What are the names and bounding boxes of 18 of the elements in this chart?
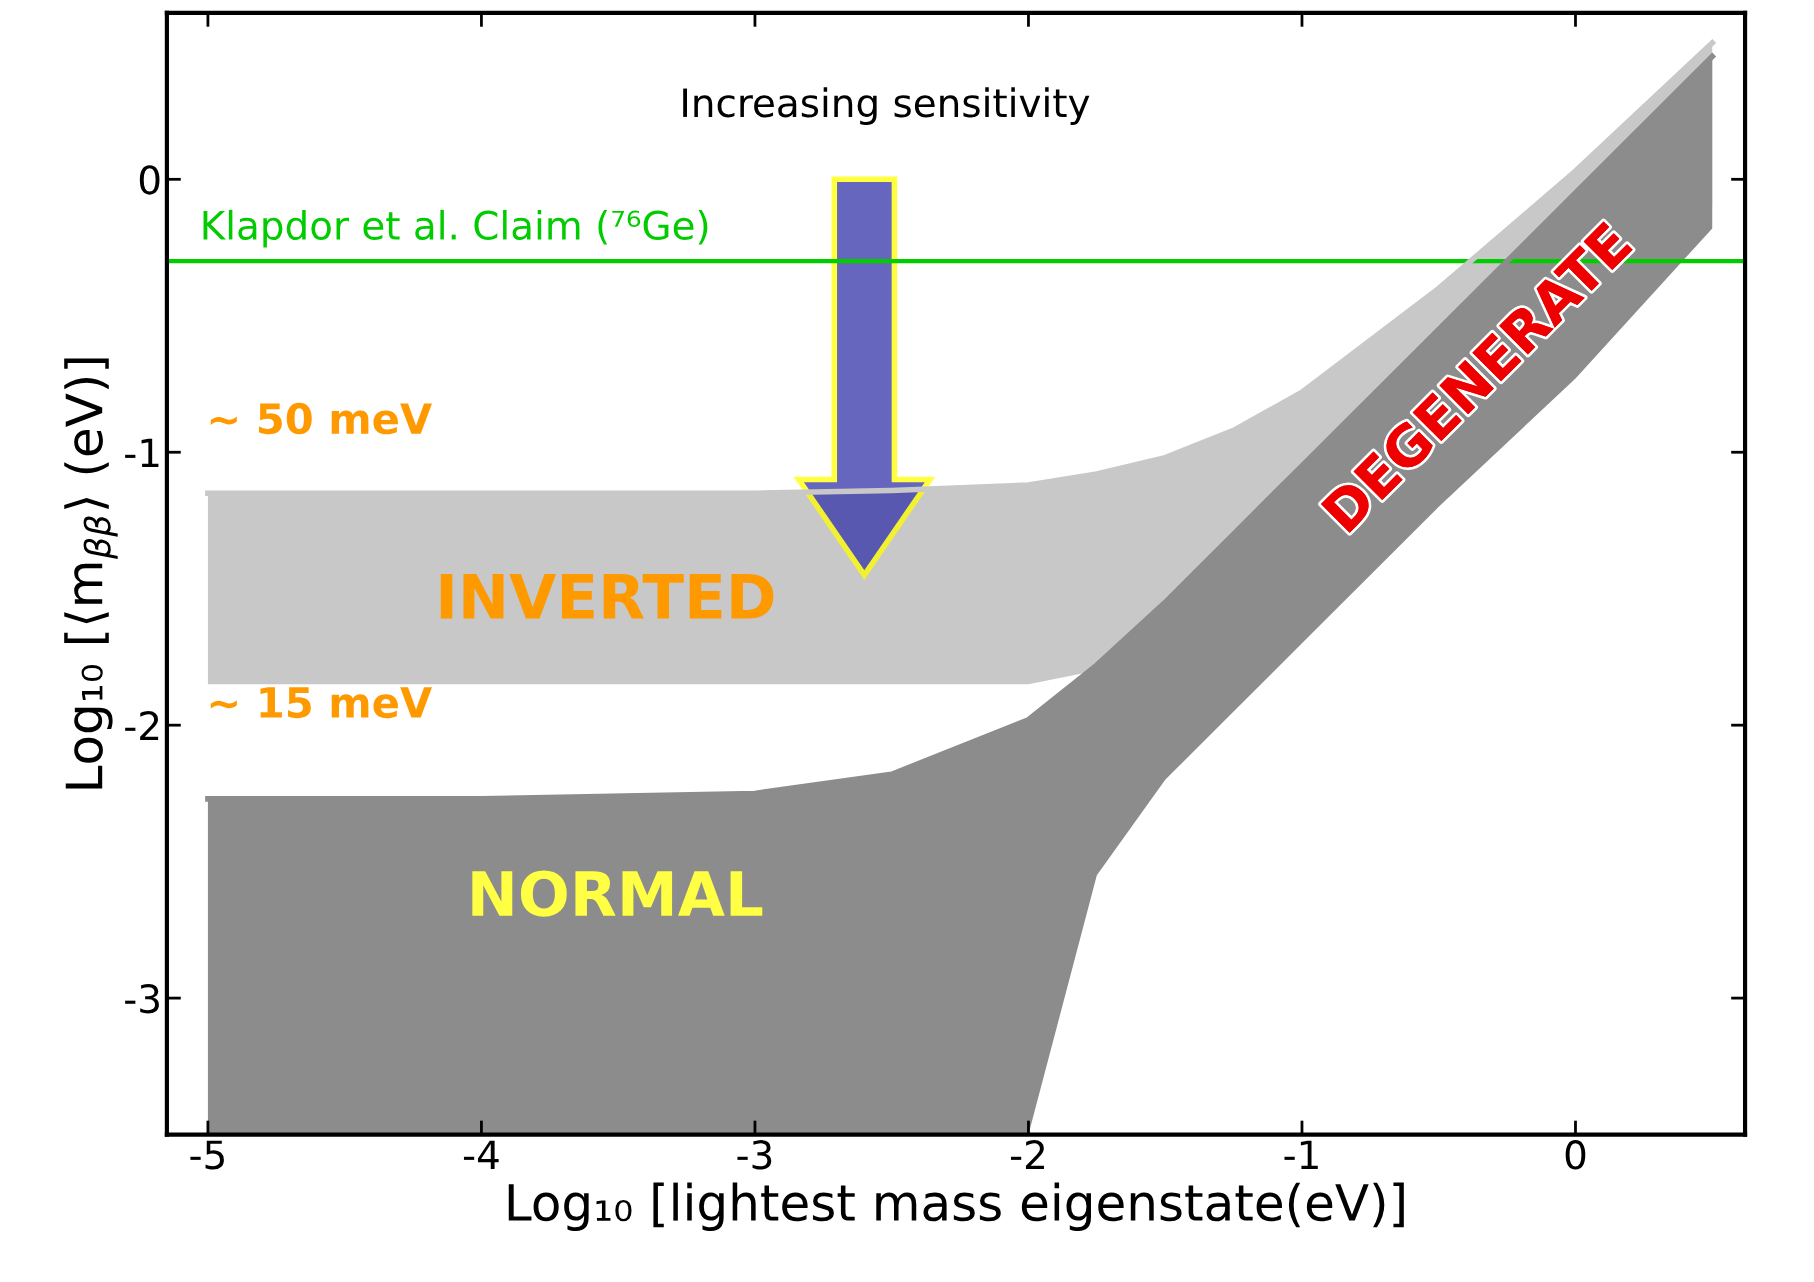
annotation: NORMAL	[472, 870, 763, 917]
x-axis-title: Log₁₀ [lightest mass eigenstate(eV)]	[508, 1182, 1404, 1232]
annotation: ~ 50 meV	[210, 402, 432, 435]
y-tick-label: 0	[139, 165, 160, 195]
ref-line-label: Klapdor et al. Claim (⁷⁶Ge)	[203, 209, 708, 248]
y-tick-label: -1	[125, 438, 159, 468]
x-tick-label: -1	[1284, 1140, 1318, 1169]
annotation: INVERTED	[440, 574, 774, 619]
annotation: Increasing sensitivity	[683, 87, 1090, 125]
x-tick-label: -3	[737, 1140, 772, 1170]
x-tick-label: -4	[463, 1140, 499, 1169]
x-tick-label: 0	[1565, 1140, 1586, 1170]
annotation: ~ 15 meV	[210, 687, 432, 719]
y-tick-label: -3	[125, 984, 159, 1014]
x-tick-label: -5	[190, 1140, 224, 1170]
y-tick-label: -2	[125, 711, 159, 740]
x-tick-label: -2	[1010, 1140, 1044, 1169]
y-axis-title: Log₁₀ [⟨m$_{ββ}$⟩ (eV)]	[64, 358, 118, 789]
